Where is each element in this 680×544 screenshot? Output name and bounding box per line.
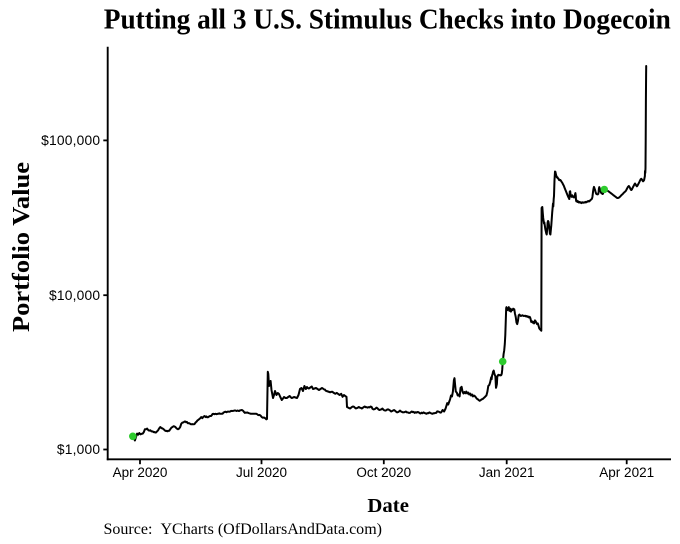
- svg-text:Apr 2020: Apr 2020: [113, 465, 168, 480]
- svg-text:Date: Date: [367, 495, 409, 517]
- svg-text:Jan 2021: Jan 2021: [479, 465, 535, 480]
- svg-text:Apr 2021: Apr 2021: [599, 465, 654, 480]
- svg-text:Putting all 3 U.S. Stimulus Ch: Putting all 3 U.S. Stimulus Checks into …: [104, 5, 671, 36]
- svg-text:$100,000: $100,000: [41, 133, 100, 148]
- svg-text:Portfolio Value: Portfolio Value: [8, 162, 35, 332]
- svg-text:Oct 2020: Oct 2020: [356, 465, 411, 480]
- svg-text:Jul 2020: Jul 2020: [236, 465, 287, 480]
- svg-text:$10,000: $10,000: [49, 288, 100, 303]
- svg-text:$1,000: $1,000: [57, 442, 101, 457]
- svg-text:Source: YCharts (OfDollarsAnd: Source: YCharts (OfDollarsAndData.com): [104, 521, 383, 538]
